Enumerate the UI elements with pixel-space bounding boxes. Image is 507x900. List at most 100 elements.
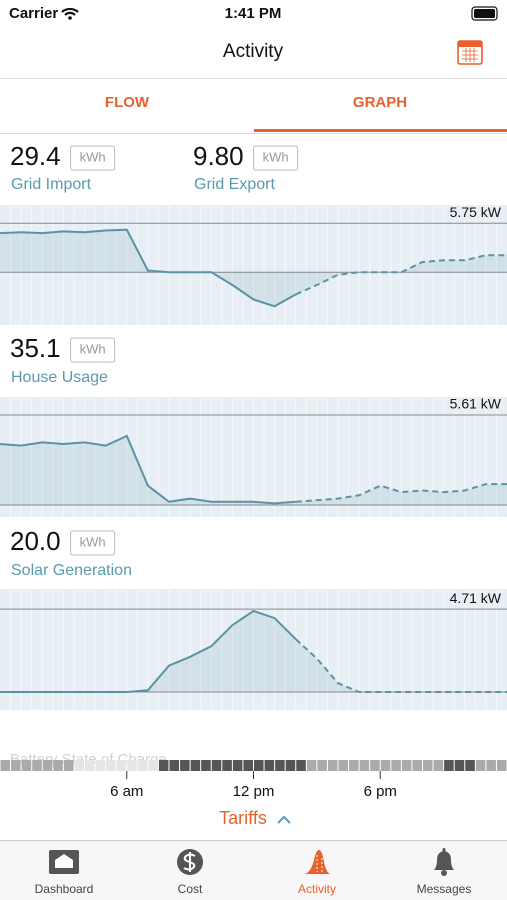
metric-value: 20.0 (10, 526, 61, 556)
tariff-segment (21, 760, 32, 771)
bell-top[interactable] (442, 848, 446, 852)
tariff-segment (137, 760, 148, 771)
clock: 1:41 PM (225, 5, 282, 22)
tariff-segment (42, 760, 53, 771)
tariffs-toggle[interactable]: Tariffs (219, 808, 291, 828)
area (295, 255, 507, 295)
activity-icon[interactable] (305, 850, 330, 874)
tab-activity[interactable]: Activity (298, 850, 336, 896)
tariff-segment (370, 760, 380, 771)
battery-icon (471, 6, 498, 21)
tariff-segment (486, 760, 496, 771)
metric-label: Solar Generation (11, 562, 132, 579)
unit-box (70, 145, 116, 171)
area (0, 229, 296, 307)
metric-value: 35.1 (10, 333, 61, 363)
tariff-segment (74, 760, 84, 771)
tariff-segment (327, 760, 338, 771)
data-line (0, 609, 297, 693)
tab-dashboard[interactable]: Dashboard (35, 850, 94, 896)
tariff-segment (496, 760, 507, 771)
metric-value: 9.80 (193, 141, 244, 171)
tariff-segment (359, 760, 370, 771)
tariff-segment (275, 760, 285, 771)
tariff-segment (158, 760, 169, 771)
chart: 5.75 kW (0, 204, 507, 325)
unit-box (70, 530, 116, 556)
battery-fill (474, 9, 495, 18)
tariff-segment (201, 760, 211, 771)
x-tick-label: 6 am (110, 783, 143, 800)
tab-messages[interactable]: Messages (417, 848, 472, 896)
tariff-segment (53, 760, 63, 771)
metric-label: House Usage (11, 369, 108, 386)
calendar-button[interactable] (457, 40, 483, 65)
tariff-segment (412, 760, 422, 771)
metric-unit: kWh (80, 534, 106, 549)
unit-box (70, 337, 116, 363)
tariff-segment (222, 760, 232, 771)
area (0, 611, 296, 693)
content: 29.4 kWh Grid Import 9.80 kWh Grid Export 5.75… (0, 141, 507, 710)
tariff-segment (0, 760, 11, 771)
tariff-segment (264, 760, 275, 771)
calendar-top[interactable] (458, 41, 482, 47)
tariff-segment (211, 760, 222, 771)
area (295, 484, 507, 505)
tariff-segment (296, 760, 306, 771)
tariff-segment (106, 760, 116, 771)
tariffs-label[interactable]: Tariffs (219, 808, 267, 828)
header-title: Activity (223, 41, 284, 62)
max-label: 4.71 kW (450, 590, 502, 606)
tariff-segment (401, 760, 412, 771)
wifi-dot (68, 16, 72, 20)
time-axis: 6 am 12 pm 6 pm (110, 771, 397, 800)
area (0, 435, 296, 505)
wifi-icon (61, 7, 79, 16)
bell-icon[interactable] (434, 851, 454, 870)
tab-label[interactable]: Activity (298, 882, 336, 896)
forecast-line (295, 483, 507, 503)
tab-bar (0, 840, 507, 900)
max-label: 5.61 kW (450, 396, 502, 412)
tab-cost[interactable]: Cost (177, 849, 203, 896)
x-tick-label: 6 pm (364, 783, 397, 800)
tariff-segment (11, 760, 21, 771)
house-shape[interactable] (55, 854, 73, 868)
carrier: Carrier (9, 5, 58, 22)
area (295, 639, 507, 693)
tariff-segment (306, 760, 317, 771)
tariff-segment (116, 760, 127, 771)
chevron-up[interactable] (277, 815, 291, 824)
activity-marks[interactable] (316, 855, 323, 872)
tariff-segment (63, 760, 74, 771)
tariff-segment (475, 760, 486, 771)
forecast-line (295, 254, 507, 296)
tariff-segment (95, 760, 106, 771)
tariff-segment (391, 760, 401, 771)
tariff-segment (180, 760, 190, 771)
tariff-segment (169, 760, 180, 771)
tariff-segment (423, 760, 433, 771)
tab-label[interactable]: Dashboard (35, 882, 94, 896)
tariff-segment (32, 760, 42, 771)
max-label: 5.75 kW (450, 204, 502, 220)
forecast-line (295, 638, 507, 693)
tab-label[interactable]: Cost (178, 882, 203, 896)
bell-clapper[interactable] (441, 870, 447, 876)
tab-graph[interactable]: GRAPH (353, 94, 407, 111)
metric-unit: kWh (80, 341, 106, 356)
dollar-sign[interactable] (183, 852, 196, 872)
tariff-segment (285, 760, 296, 771)
tariff-segment (317, 760, 327, 771)
metric-value: 29.4 (10, 141, 61, 171)
calendar-grid[interactable] (462, 48, 478, 62)
tariff-segment (454, 760, 465, 771)
tab-label[interactable]: Messages (417, 882, 472, 896)
tab-indicator (254, 129, 507, 132)
tab-flow[interactable]: FLOW (105, 94, 150, 111)
tariff-bar (0, 760, 507, 771)
tariff-segment (127, 760, 137, 771)
